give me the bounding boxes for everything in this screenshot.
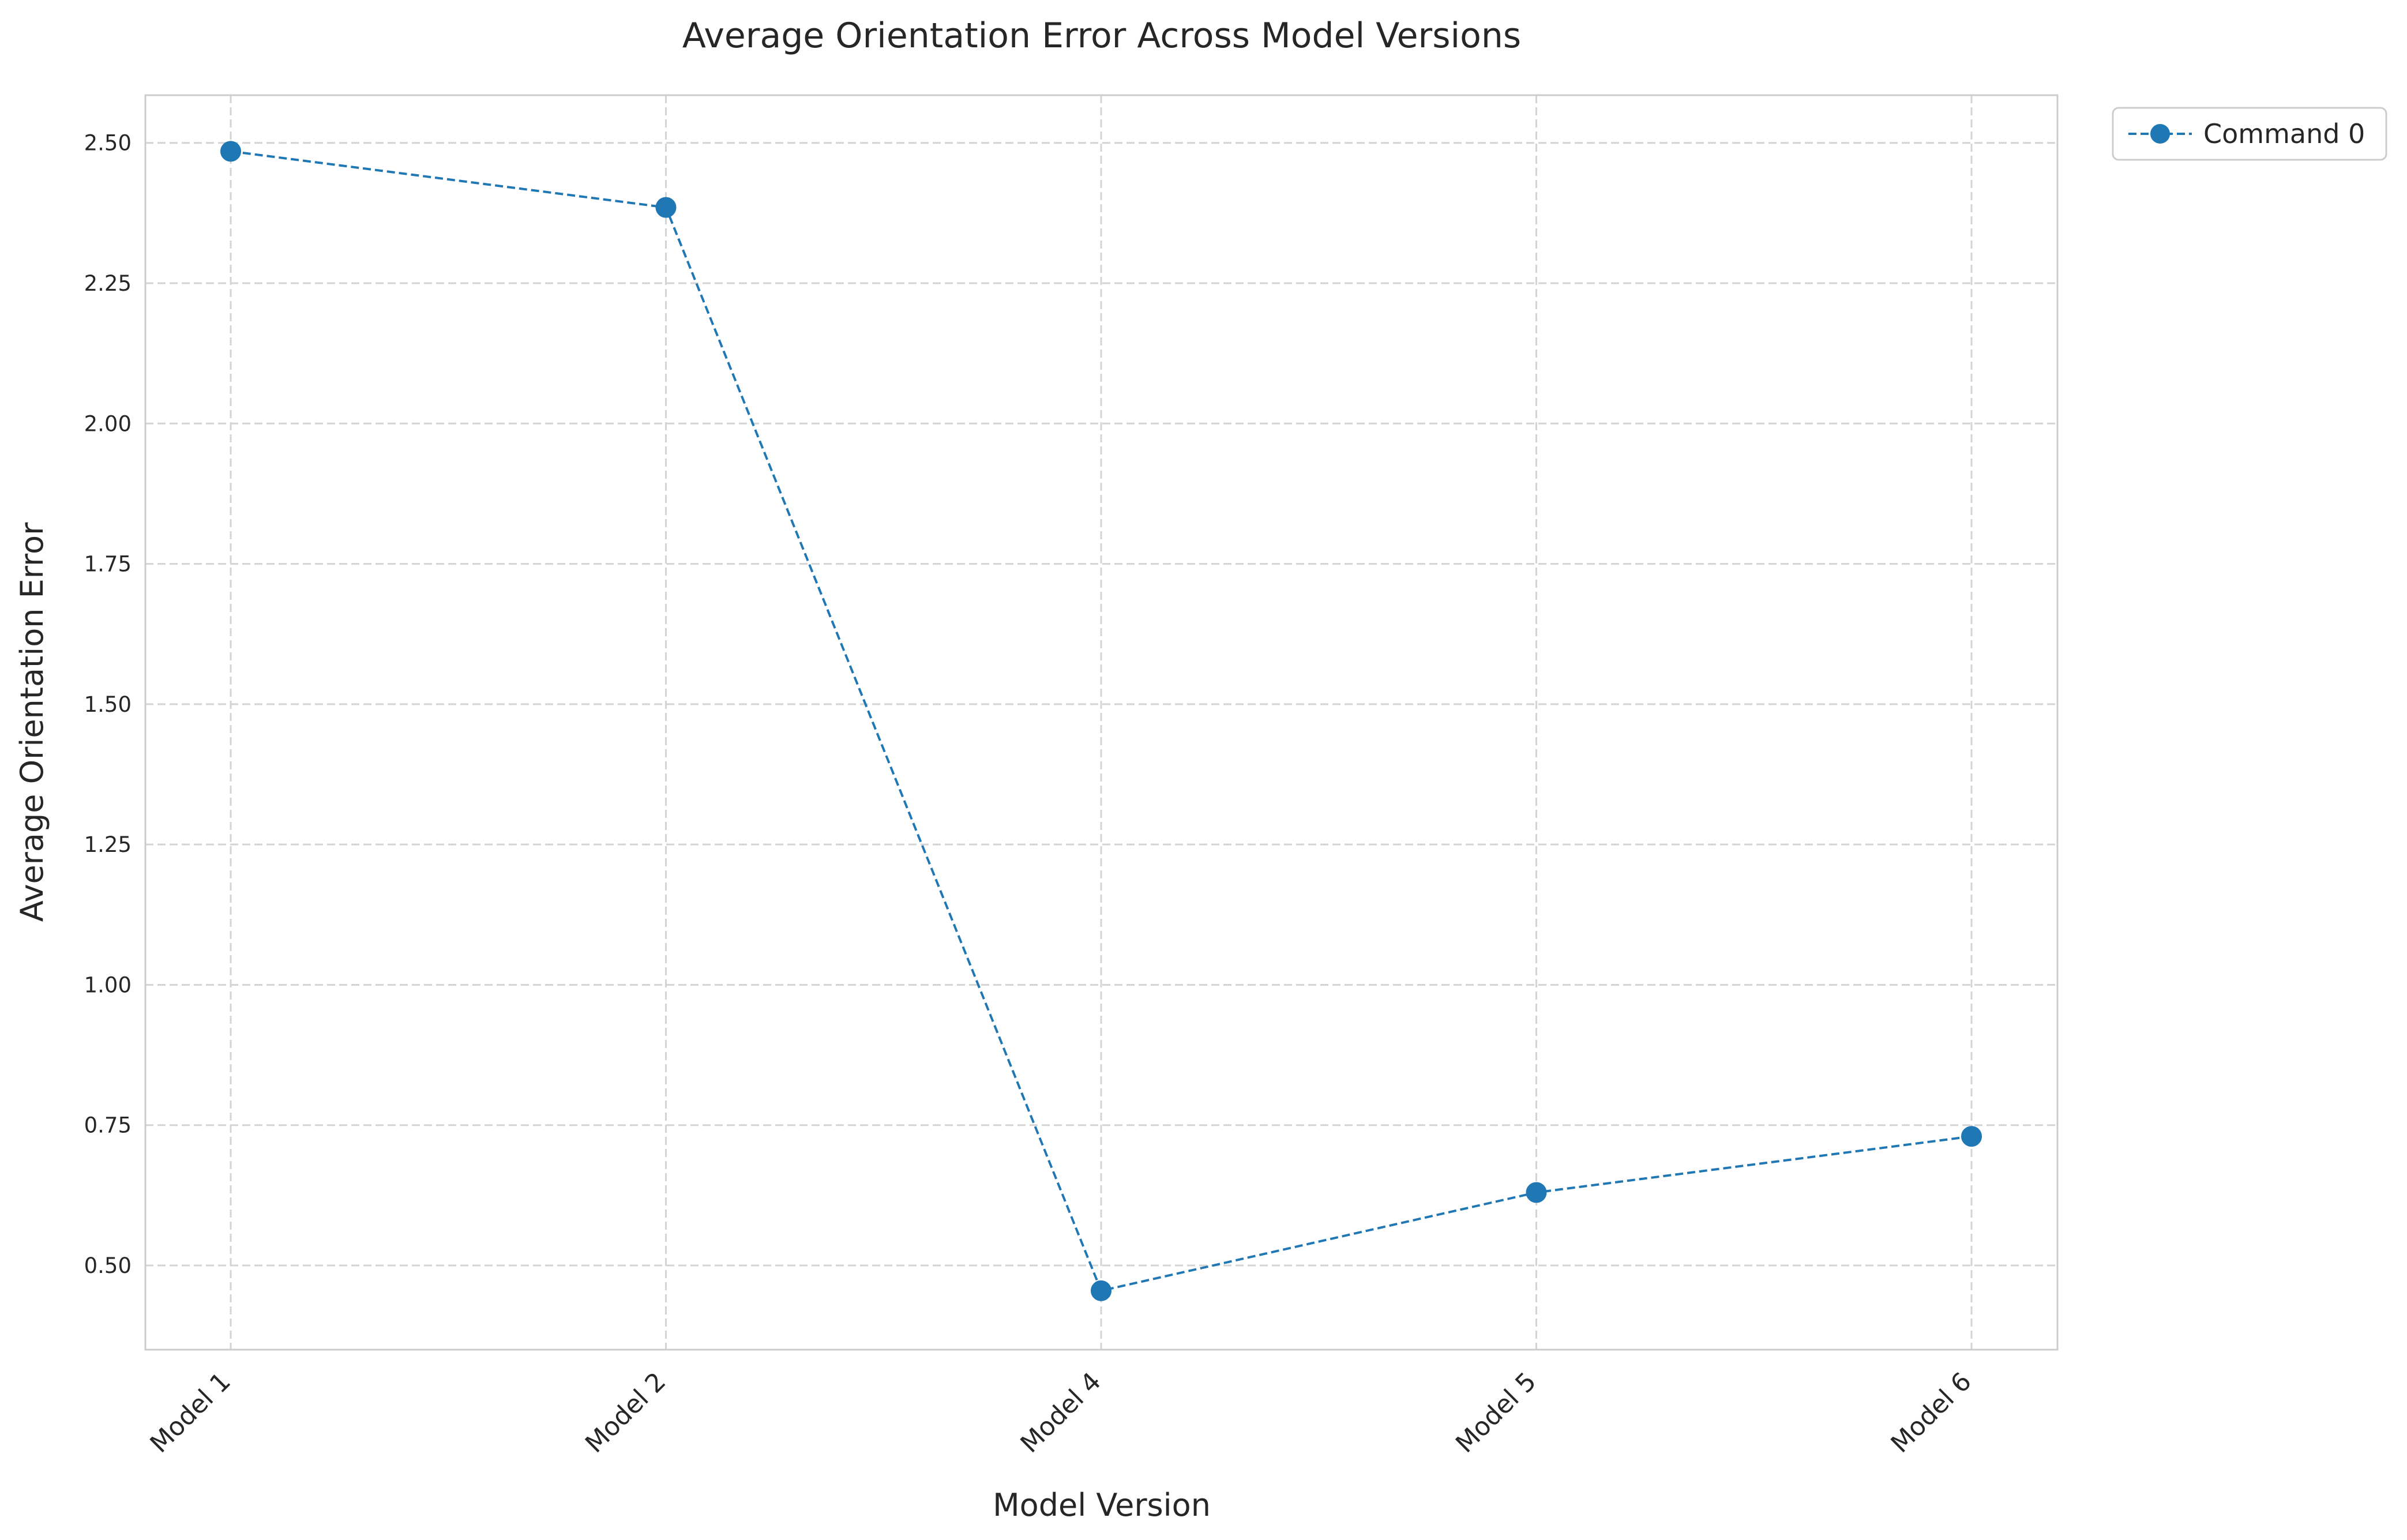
data-point[interactable] xyxy=(1526,1182,1547,1203)
y-tick-label: 1.25 xyxy=(84,832,132,857)
y-tick-label: 1.75 xyxy=(84,552,132,577)
series-layer xyxy=(220,141,1982,1301)
y-axis-label: Average Orientation Error xyxy=(14,522,50,922)
x-tick-label: Model 5 xyxy=(1450,1367,1542,1459)
y-tick-label: 1.00 xyxy=(84,972,132,997)
x-tick-label: Model 2 xyxy=(580,1367,671,1459)
x-tick-label: Model 1 xyxy=(145,1367,236,1459)
y-tick-label: 0.50 xyxy=(84,1253,132,1278)
plot-frame xyxy=(144,94,2059,1351)
data-point[interactable] xyxy=(220,141,241,162)
y-tick-label: 2.00 xyxy=(84,411,132,436)
x-tick-label: Model 6 xyxy=(1886,1367,1977,1459)
data-point[interactable] xyxy=(1091,1280,1111,1301)
legend[interactable]: Command 0 xyxy=(2112,107,2387,161)
y-tick-label: 1.50 xyxy=(84,692,132,717)
y-axis-ticks: 0.50 0.75 1.00 1.25 1.50 1.75 2.00 2.25 2.50 xyxy=(84,131,132,1278)
data-point[interactable] xyxy=(655,197,677,218)
x-axis-ticks: Model 1 Model 2 Model 4 Model 5 Model 6 xyxy=(145,1367,1977,1459)
data-point[interactable] xyxy=(1961,1126,1982,1147)
x-tick-label: Model 4 xyxy=(1015,1367,1107,1459)
grid xyxy=(145,95,2057,1350)
chart-title: Average Orientation Error Across Model V… xyxy=(682,16,1521,56)
legend-marker xyxy=(2150,124,2170,144)
legend-label: Command 0 xyxy=(2203,118,2365,149)
y-tick-label: 0.75 xyxy=(84,1113,132,1138)
y-tick-label: 2.50 xyxy=(84,131,132,156)
x-axis-label: Model Version xyxy=(993,1487,1211,1523)
y-tick-label: 2.25 xyxy=(84,271,132,296)
legend-box xyxy=(2112,107,2387,161)
